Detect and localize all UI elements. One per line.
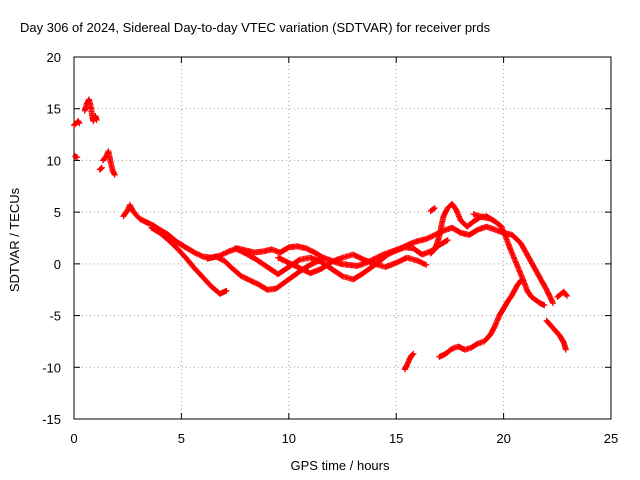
- x-tick-label: 10: [282, 431, 296, 446]
- plot-border: [73, 56, 612, 420]
- y-tick-label: -10: [42, 360, 61, 375]
- data-point-cluster: [427, 205, 438, 215]
- data-point-cluster: [436, 277, 524, 360]
- plot-frame: [73, 56, 612, 420]
- x-axis-label: GPS time / hours: [291, 458, 390, 473]
- y-tick-label: 20: [47, 50, 61, 65]
- data-point-cluster: [543, 317, 569, 353]
- data-point-cluster: [275, 251, 430, 277]
- data-point-cluster: [470, 211, 492, 222]
- y-tick-label: 15: [47, 102, 61, 117]
- data-point-cluster: [554, 288, 570, 300]
- y-tick-label: -15: [42, 412, 61, 427]
- data-point-cluster: [71, 118, 83, 129]
- data-points: [71, 96, 570, 373]
- x-tick-label: 25: [604, 431, 618, 446]
- y-tick-label: 0: [54, 257, 61, 272]
- data-point-cluster: [232, 237, 451, 283]
- x-tick-label: 0: [70, 431, 77, 446]
- data-point-cluster: [401, 350, 417, 373]
- y-tick-label: -5: [49, 309, 61, 324]
- y-axis-label: SDTVAR / TECUs: [7, 187, 22, 292]
- data-point-cluster: [204, 253, 322, 293]
- chart-title: Day 306 of 2024, Sidereal Day-to-day VTE…: [20, 20, 491, 35]
- data-point-cluster: [427, 200, 548, 309]
- data-point-cluster: [72, 153, 81, 161]
- y-tick-label: 10: [47, 153, 61, 168]
- data-point-cluster: [148, 224, 230, 297]
- x-tick-label: 5: [178, 431, 185, 446]
- axis-ticks: 0 5 10 15 20 25 -15 -10 -5 0 5 10 15 20: [42, 50, 618, 446]
- data-point-cluster: [96, 164, 105, 173]
- x-tick-label: 20: [496, 431, 510, 446]
- x-tick-label: 15: [389, 431, 403, 446]
- data-point-cluster: [81, 96, 100, 125]
- data-point-cluster: [100, 148, 118, 178]
- y-tick-label: 5: [54, 205, 61, 220]
- series-points: [71, 96, 570, 373]
